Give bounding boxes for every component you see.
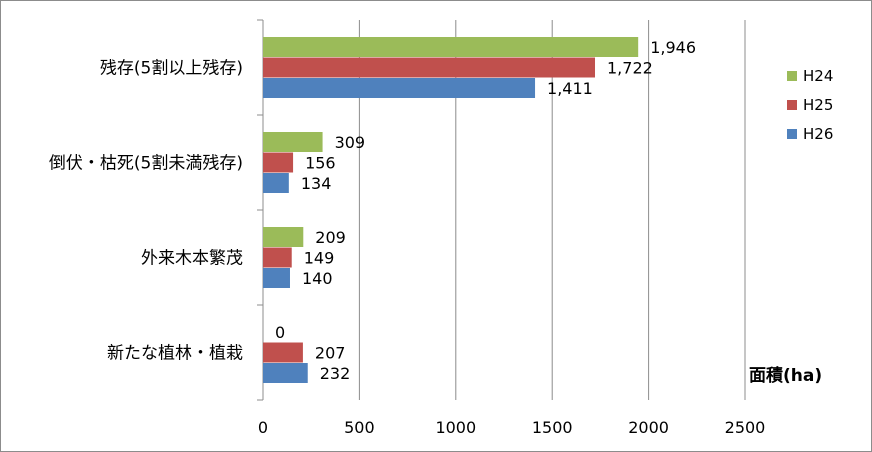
data-label: 156 — [305, 154, 336, 173]
x-tick-label: 1000 — [435, 418, 476, 437]
bar — [263, 268, 290, 288]
x-tick-label: 0 — [258, 418, 268, 437]
data-label: 1,946 — [650, 38, 696, 57]
category-label: 残存(5割以上残存) — [100, 59, 243, 79]
x-tick-label: 1500 — [532, 418, 573, 437]
data-label: 1,411 — [547, 79, 593, 98]
bar — [263, 78, 536, 98]
data-label: 0 — [275, 323, 285, 342]
data-label: 207 — [315, 344, 346, 363]
x-tick-label: 2500 — [725, 418, 766, 437]
data-label: 232 — [320, 364, 351, 383]
legend-swatch — [787, 100, 797, 110]
category-label: 新たな植林・植栽 — [107, 344, 243, 364]
legend-label: H26 — [803, 125, 833, 143]
bar — [263, 173, 289, 193]
category-label: 倒伏・枯死(5割未満残存) — [49, 154, 243, 174]
data-label: 134 — [301, 174, 332, 193]
bar — [263, 363, 308, 383]
bar — [263, 132, 323, 152]
legend-swatch — [787, 71, 797, 81]
bar — [263, 57, 596, 78]
legend-swatch — [787, 129, 797, 139]
bar — [263, 247, 292, 268]
data-label: 140 — [302, 269, 333, 288]
bar — [263, 152, 294, 173]
x-axis-title: 面積(ha) — [749, 365, 822, 386]
x-tick-label: 500 — [344, 418, 375, 437]
category-label: 外来木本繁茂 — [141, 249, 243, 269]
x-tick-label: 2000 — [628, 418, 669, 437]
data-label: 309 — [335, 133, 366, 152]
legend-label: H25 — [803, 96, 833, 114]
data-label: 149 — [304, 249, 335, 268]
data-label: 209 — [315, 228, 346, 247]
legend-label: H24 — [803, 67, 833, 85]
bar — [263, 227, 304, 247]
bar — [263, 37, 639, 57]
data-label: 1,722 — [607, 59, 653, 78]
bar — [263, 342, 303, 363]
